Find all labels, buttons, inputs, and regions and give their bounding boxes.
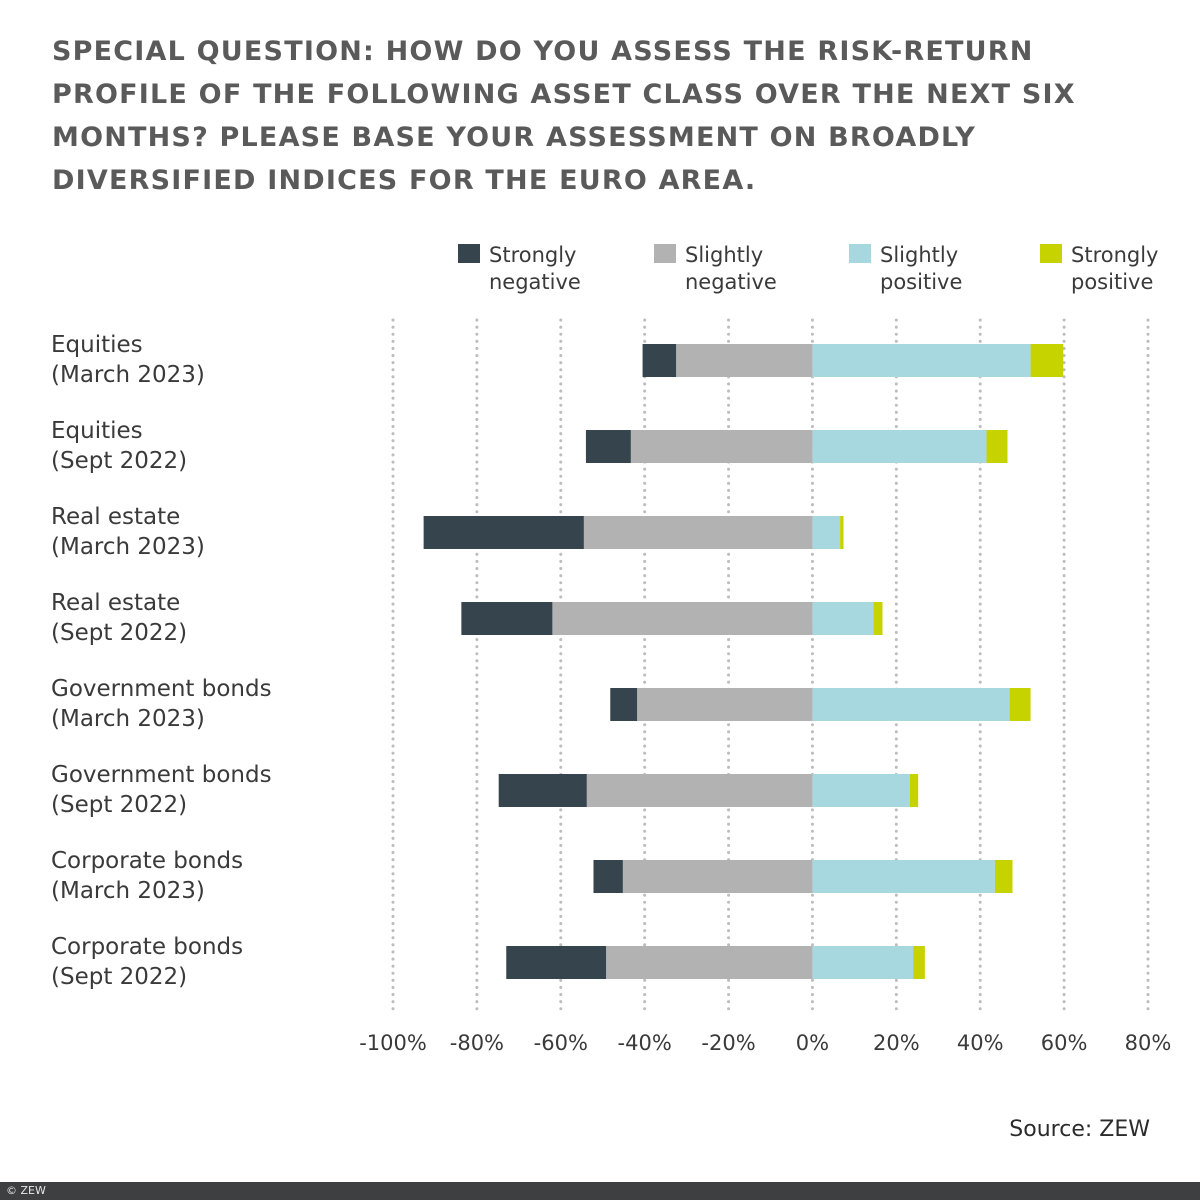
bar-segment-slightly-positive [812, 860, 995, 893]
gridlines [391, 318, 1150, 1014]
bar-segment-strongly-negative [593, 860, 623, 893]
copyright-text: © ZEW [6, 1184, 46, 1197]
bar-segment-slightly-positive [812, 688, 1010, 721]
category-labels: Equities (March 2023) Equities (Sept 2022) R… [51, 332, 272, 990]
bar-segment-strongly-positive [994, 860, 1013, 893]
category-label: Corporate bonds (March 2023) [51, 848, 243, 904]
bar-segment-strongly-positive [873, 602, 883, 635]
category-label: Equities (March 2023) [51, 332, 205, 388]
source-note: Source: ZEW [1009, 1117, 1150, 1142]
legend-swatch-slightly-negative [654, 244, 676, 263]
bar-segment-slightly-negative [583, 516, 813, 549]
bar-segment-strongly-negative [423, 516, 584, 549]
x-tick-label: 0% [796, 1031, 829, 1055]
bar-segment-strongly-negative [461, 602, 553, 635]
x-tick-label: 60% [1041, 1031, 1088, 1055]
category-label: Government bonds (Sept 2022) [51, 762, 272, 818]
category-label: Real estate (March 2023) [51, 504, 205, 560]
bar-segment-slightly-positive [812, 516, 841, 549]
bar-segment-strongly-positive [1009, 688, 1031, 721]
x-tick-label: -100% [359, 1031, 427, 1055]
chart-title: SPECIAL QUESTION: HOW DO YOU ASSESS THE … [52, 36, 1076, 196]
category-label: Equities (Sept 2022) [51, 418, 187, 474]
bar-segment-strongly-positive [913, 946, 925, 979]
bar-segment-strongly-positive [909, 774, 919, 807]
bar-segment-strongly-positive [1030, 344, 1064, 377]
footer-bar: © ZEW [0, 1182, 1200, 1200]
bar-segment-strongly-negative [498, 774, 587, 807]
x-tick-label: -20% [701, 1031, 755, 1055]
bar-segment-slightly-negative [586, 774, 813, 807]
legend-label-slightly-negative: Slightly negative [685, 243, 777, 294]
bar-segment-slightly-positive [812, 430, 987, 463]
bar-segment-slightly-negative [622, 860, 813, 893]
x-tick-label: 40% [957, 1031, 1004, 1055]
bar-segment-strongly-negative [642, 344, 677, 377]
bar-segment-slightly-negative [637, 688, 813, 721]
x-tick-label: 80% [1125, 1031, 1172, 1055]
bar-segment-slightly-positive [812, 344, 1031, 377]
bar-segment-slightly-positive [812, 946, 914, 979]
legend-label-strongly-negative: Strongly negative [489, 243, 581, 294]
bar-segment-strongly-positive [840, 516, 844, 549]
legend-swatch-strongly-positive [1040, 244, 1062, 263]
bar-segment-slightly-negative [606, 946, 813, 979]
bar-segment-slightly-positive [812, 602, 874, 635]
bar-segment-strongly-negative [610, 688, 638, 721]
bar-segment-slightly-negative [552, 602, 813, 635]
legend-label-slightly-positive: Slightly positive [880, 243, 962, 294]
bar-segment-slightly-positive [812, 774, 910, 807]
legend-swatch-strongly-negative [458, 244, 480, 263]
x-tick-label: -40% [618, 1031, 672, 1055]
bar-segment-slightly-negative [676, 344, 813, 377]
legend: Strongly negative Slightly negative Slightly… [458, 243, 1159, 294]
bars [423, 344, 1064, 979]
bar-segment-strongly-positive [986, 430, 1008, 463]
x-tick-label: -80% [450, 1031, 504, 1055]
bar-segment-strongly-negative [585, 430, 631, 463]
legend-label-strongly-positive: Strongly positive [1071, 243, 1159, 294]
bar-segment-strongly-negative [506, 946, 607, 979]
x-tick-label: 20% [873, 1031, 920, 1055]
category-label: Real estate (Sept 2022) [51, 590, 187, 646]
x-tick-label: -60% [534, 1031, 588, 1055]
category-label: Government bonds (March 2023) [51, 676, 272, 732]
x-axis-ticks: -100% -80% -60% -40% -20% 0% 20% 40% 60% 80% [359, 1031, 1171, 1055]
category-label: Corporate bonds (Sept 2022) [51, 934, 243, 990]
bar-segment-slightly-negative [630, 430, 813, 463]
legend-swatch-slightly-positive [849, 244, 871, 263]
